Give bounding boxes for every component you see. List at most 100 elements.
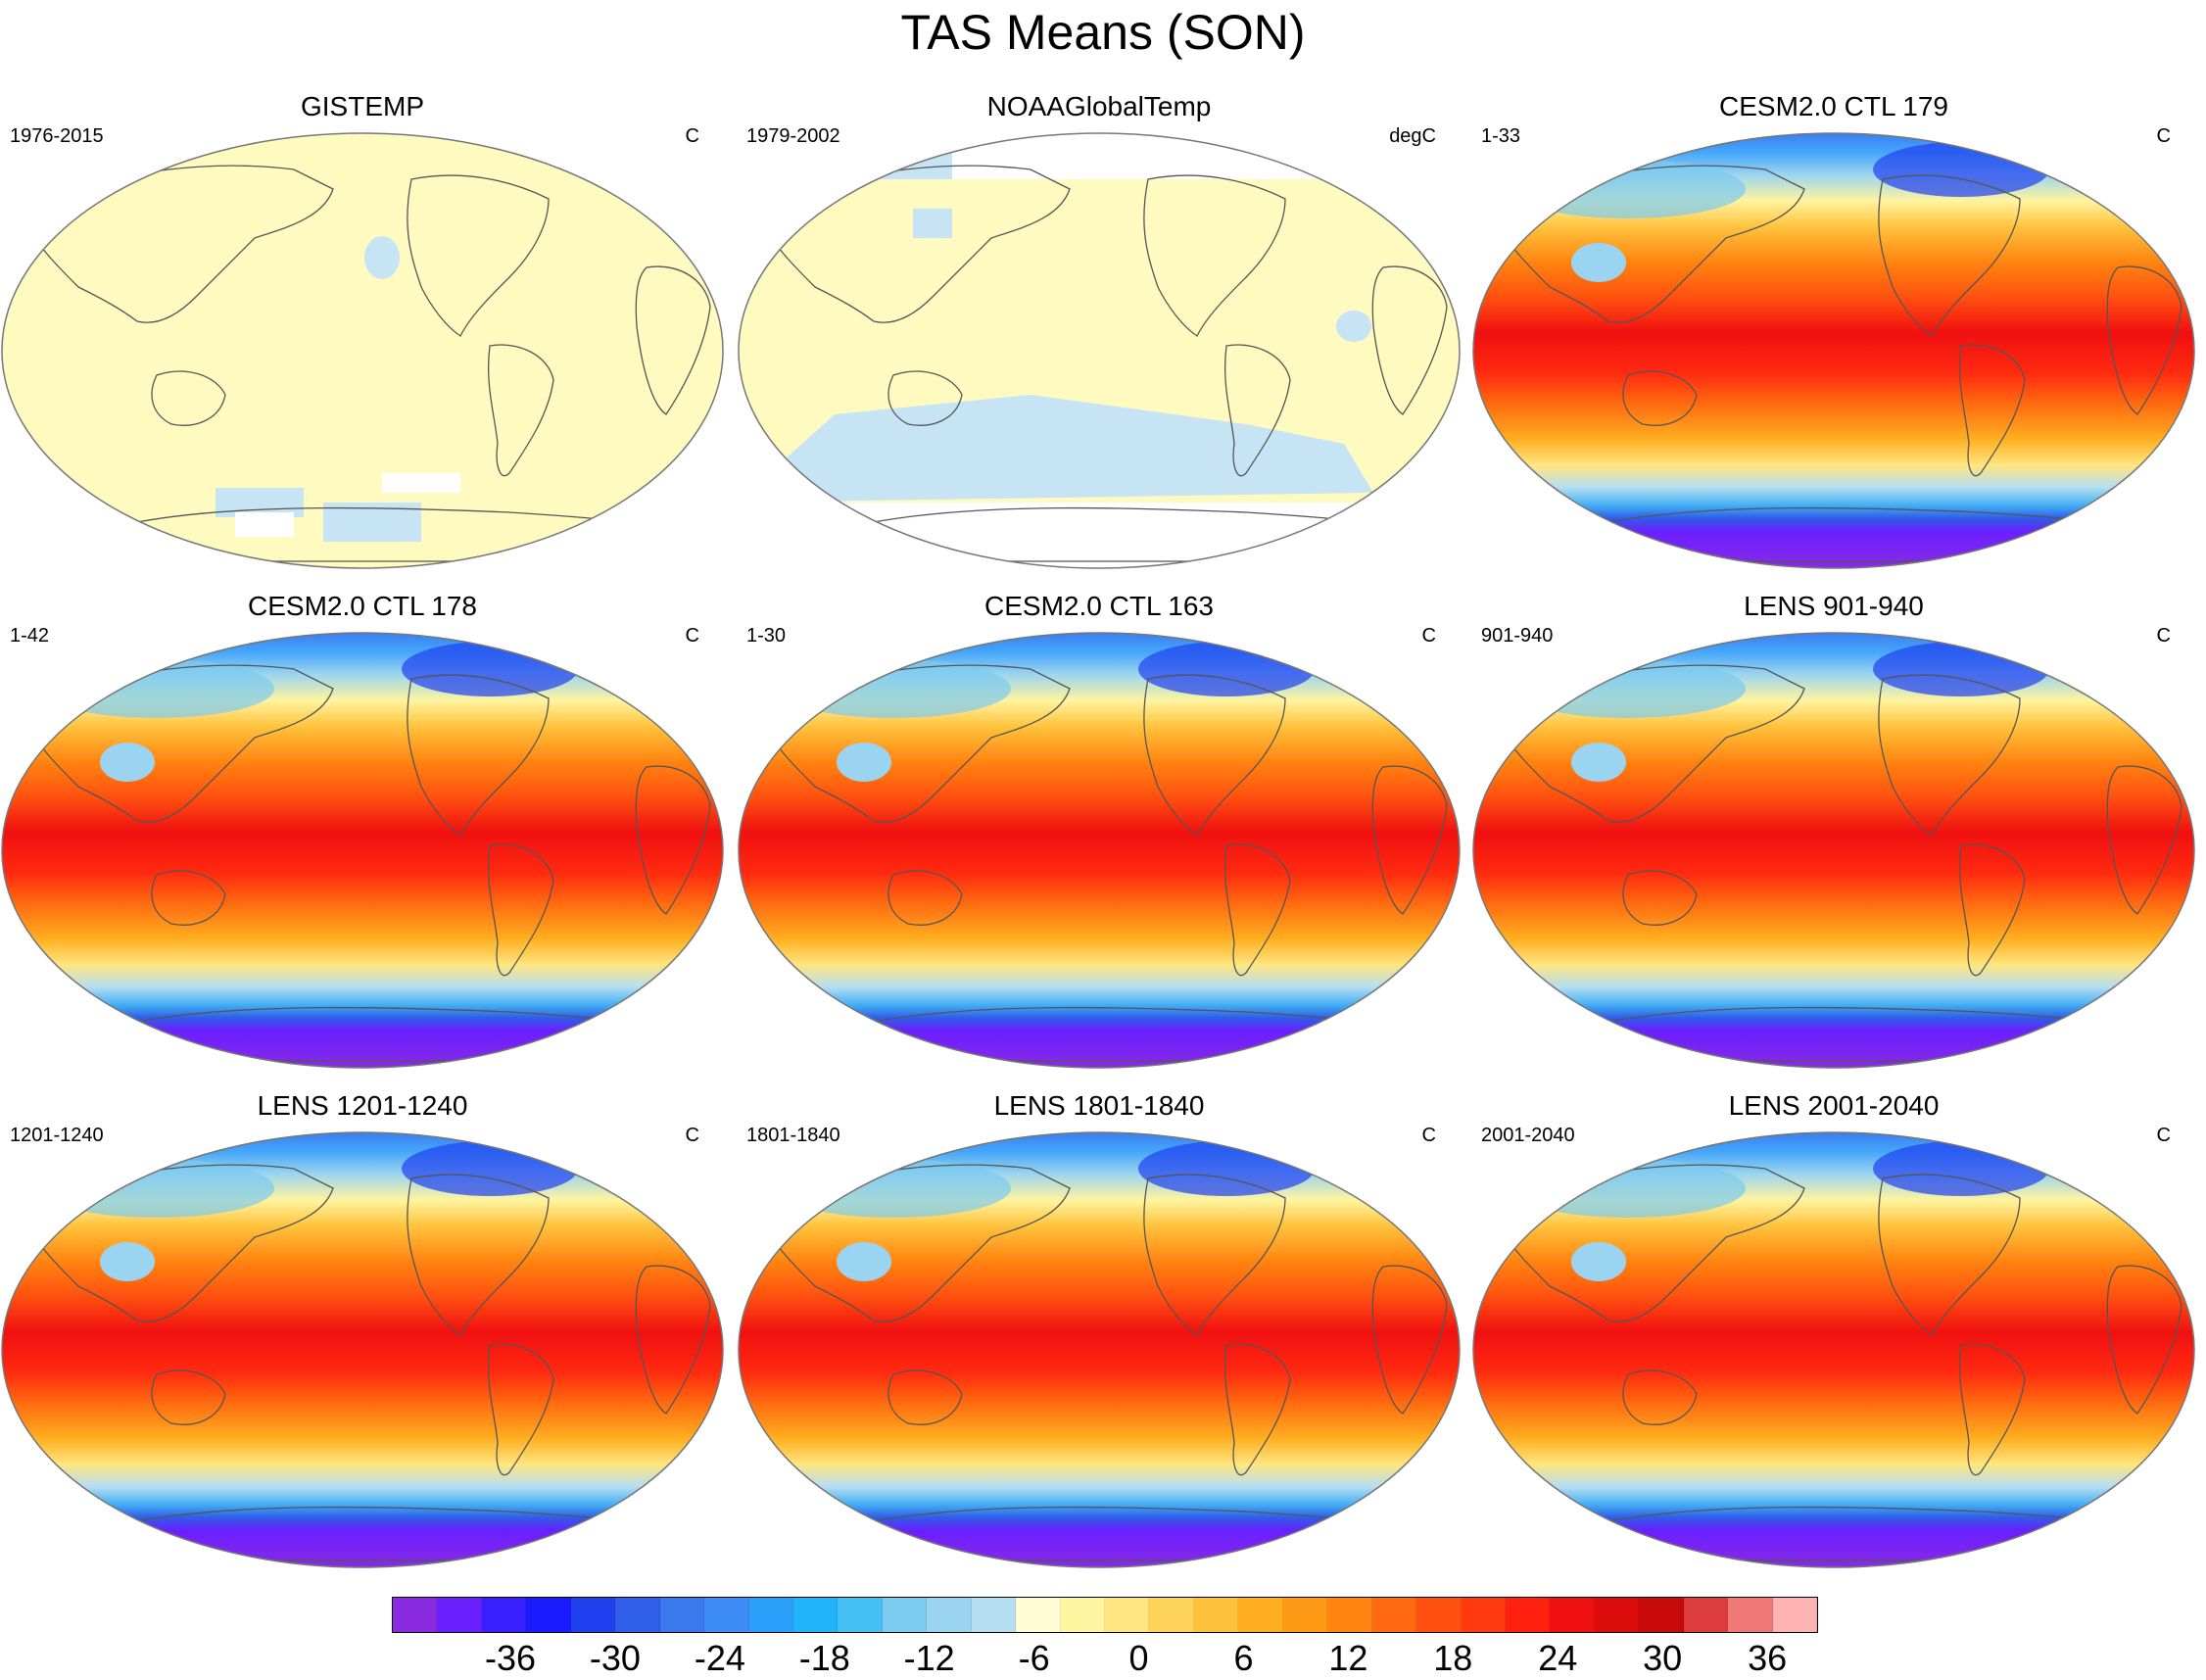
panel-title: CESM2.0 CTL 178 bbox=[248, 591, 477, 621]
robinson-map bbox=[738, 1131, 1461, 1568]
map-outline bbox=[1472, 632, 2195, 1069]
panel-units-label: C bbox=[685, 625, 699, 647]
colorbar-tick-label: 6 bbox=[1233, 1638, 1254, 1678]
coastline-4 bbox=[635, 765, 711, 915]
colorbar-tick-label: -24 bbox=[694, 1638, 745, 1678]
panel-title: LENS 901-940 bbox=[1744, 591, 1924, 621]
colorbar-labels: -36 -30 -24 -18 -12 -6 0 6 12 18 24 30 36 bbox=[392, 1638, 1818, 1678]
map-outline bbox=[1472, 1131, 2195, 1568]
coastline-0 bbox=[765, 1164, 1071, 1322]
greenland-cold-patch bbox=[1873, 642, 2049, 696]
coastline-1 bbox=[151, 1369, 226, 1425]
panel-units-label: C bbox=[1421, 625, 1436, 647]
coastline-3 bbox=[1958, 344, 2026, 477]
siberia-cold-patch bbox=[1511, 659, 1746, 718]
colorbar-swatch bbox=[1327, 1598, 1372, 1632]
colorbar-tick-label: -30 bbox=[589, 1638, 641, 1678]
greenland-cold-patch bbox=[402, 1141, 578, 1196]
coastline-1 bbox=[887, 870, 963, 926]
greenland-cold-patch bbox=[1873, 1141, 2049, 1196]
coastline-0 bbox=[765, 165, 1071, 323]
colorbar-swatch bbox=[1282, 1598, 1328, 1632]
colorbar-tick-label: -18 bbox=[798, 1638, 850, 1678]
coastline-0 bbox=[28, 664, 334, 823]
colorbar-tick-label: 24 bbox=[1538, 1638, 1578, 1678]
colorbar-swatch bbox=[1505, 1598, 1551, 1632]
map-outline bbox=[1472, 132, 2195, 569]
coastline-3 bbox=[487, 344, 554, 477]
robinson-map bbox=[1, 1131, 724, 1568]
tibet-cold-patch bbox=[100, 1242, 155, 1281]
colorbar-tick-label: 0 bbox=[1128, 1638, 1149, 1678]
coastline-3 bbox=[1958, 843, 2026, 977]
map-outline bbox=[1, 632, 724, 1069]
coastline-4 bbox=[635, 265, 711, 415]
colorbar-tick-label: 12 bbox=[1328, 1638, 1368, 1678]
coastline-0 bbox=[1500, 165, 1805, 323]
colorbar-swatch bbox=[1550, 1598, 1595, 1632]
panel-units-label: C bbox=[1421, 1125, 1436, 1146]
coastline-0 bbox=[765, 664, 1071, 823]
colorbar-swatch bbox=[659, 1598, 705, 1632]
siberia-cold-patch bbox=[776, 659, 1011, 718]
map-outline bbox=[1, 132, 724, 569]
map-panel: LENS 1201-1240 1201-1240 C bbox=[0, 1090, 725, 1570]
coastline-0 bbox=[28, 1164, 334, 1322]
colorbar-swatch bbox=[1193, 1598, 1239, 1632]
coastline-0 bbox=[28, 165, 334, 323]
robinson-map bbox=[1, 132, 724, 569]
colorbar-swatch bbox=[1238, 1598, 1283, 1632]
anomaly-field bbox=[2, 133, 723, 568]
coastline-3 bbox=[487, 843, 554, 977]
coastline-3 bbox=[1223, 1343, 1291, 1476]
robinson-map bbox=[738, 132, 1461, 569]
panel-period-label: 1201-1240 bbox=[10, 1125, 104, 1146]
colorbar-swatch bbox=[1461, 1598, 1506, 1632]
coastline-2 bbox=[1878, 674, 2021, 837]
colorbar-swatch bbox=[1060, 1598, 1105, 1632]
coastline-1 bbox=[887, 370, 963, 426]
colorbar-swatch bbox=[1683, 1598, 1729, 1632]
coastline-2 bbox=[1878, 1174, 2021, 1336]
coastline-4 bbox=[1371, 265, 1448, 415]
colorbar-swatch bbox=[971, 1598, 1017, 1632]
panel-period-label: 901-940 bbox=[1481, 625, 1554, 647]
colorbar-swatch bbox=[748, 1598, 793, 1632]
southern-ocean-cool-anomaly bbox=[739, 395, 1373, 503]
panel-period-label: 1-33 bbox=[1481, 125, 1521, 147]
coastline-2 bbox=[407, 1174, 550, 1336]
coastline-0 bbox=[1500, 664, 1805, 823]
coastline-2 bbox=[1143, 1174, 1286, 1336]
colorbar-tick-label: -6 bbox=[1018, 1638, 1050, 1678]
robinson-map bbox=[1472, 632, 2195, 1069]
tibet-cold-patch bbox=[1571, 1242, 1626, 1281]
coastline-1 bbox=[1622, 870, 1698, 926]
robinson-map bbox=[738, 632, 1461, 1069]
panel-title: NOAAGlobalTemp bbox=[986, 91, 1212, 121]
coastline-2 bbox=[1143, 674, 1286, 837]
robinson-map bbox=[1472, 132, 2195, 569]
panel-period-label: 1-30 bbox=[746, 625, 787, 647]
greenland-cold-patch bbox=[1873, 142, 2049, 197]
colorbar-swatch bbox=[526, 1598, 571, 1632]
siberia-cold-patch bbox=[1511, 1159, 1746, 1218]
panel-period-label: 1-42 bbox=[10, 625, 50, 647]
colorbar-swatch bbox=[1639, 1598, 1684, 1632]
coastline-3 bbox=[1223, 344, 1291, 477]
colorbar-tick-label: 30 bbox=[1643, 1638, 1683, 1678]
siberia-cold-patch bbox=[39, 1159, 274, 1218]
map-outline bbox=[738, 632, 1461, 1069]
panel-period-label: 1976-2015 bbox=[10, 125, 104, 147]
map-panel: CESM2.0 CTL 163 1-30 C bbox=[737, 591, 1462, 1071]
map-panel: NOAAGlobalTemp 1979-2002 degC bbox=[737, 91, 1462, 571]
panel-title: CESM2.0 CTL 179 bbox=[1719, 91, 1948, 121]
robinson-map bbox=[1472, 1131, 2195, 1568]
coastline-2 bbox=[1143, 174, 1286, 337]
map-outline bbox=[1, 1131, 724, 1568]
colorbar-swatch bbox=[437, 1598, 482, 1632]
coastline-1 bbox=[1622, 1369, 1698, 1425]
colorbar-swatch bbox=[481, 1598, 527, 1632]
greenland-cold-patch bbox=[1138, 1141, 1315, 1196]
colorbar-swatch bbox=[1016, 1598, 1061, 1632]
colorbar-swatch bbox=[792, 1598, 839, 1632]
